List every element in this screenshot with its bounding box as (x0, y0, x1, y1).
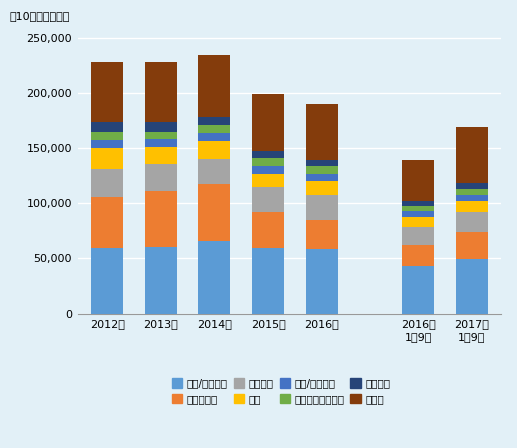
Bar (306, 104, 338, 159)
Bar (456, 189, 488, 195)
Bar (456, 127, 488, 183)
Bar (252, 94, 284, 151)
Bar (145, 122, 177, 132)
Bar (91, 169, 123, 197)
Bar (252, 212, 284, 248)
Bar (199, 125, 231, 133)
Bar (252, 151, 284, 158)
Bar (91, 132, 123, 140)
Bar (91, 148, 123, 169)
Bar (199, 141, 231, 159)
Bar (145, 132, 177, 139)
Bar (306, 195, 338, 220)
Bar (145, 247, 177, 314)
Bar (199, 184, 231, 241)
Bar (91, 197, 123, 248)
Bar (91, 63, 123, 122)
Bar (252, 166, 284, 173)
Bar (306, 249, 338, 314)
Bar (145, 62, 177, 122)
Bar (199, 133, 231, 141)
Bar (199, 159, 231, 184)
Bar (91, 122, 123, 132)
Bar (402, 206, 434, 211)
Bar (402, 227, 434, 245)
Bar (402, 201, 434, 206)
Bar (402, 266, 434, 314)
Bar (456, 259, 488, 314)
Bar (456, 232, 488, 259)
Bar (252, 173, 284, 187)
Bar (306, 166, 338, 174)
Text: （10００万ドル）: （10００万ドル） (10, 11, 70, 21)
Bar (456, 183, 488, 189)
Bar (456, 195, 488, 201)
Bar (456, 201, 488, 212)
Bar (252, 158, 284, 166)
Bar (402, 245, 434, 266)
Bar (145, 164, 177, 191)
Bar (252, 187, 284, 212)
Bar (145, 146, 177, 164)
Bar (91, 140, 123, 148)
Bar (306, 181, 338, 195)
Bar (91, 248, 123, 314)
Bar (306, 174, 338, 181)
Bar (402, 211, 434, 217)
Bar (402, 160, 434, 201)
Bar (252, 248, 284, 314)
Bar (145, 191, 177, 247)
Bar (145, 139, 177, 146)
Bar (199, 117, 231, 125)
Bar (199, 56, 231, 117)
Bar (306, 220, 338, 249)
Bar (456, 212, 488, 232)
Bar (402, 217, 434, 227)
Bar (199, 241, 231, 314)
Legend: 電気/電子機器, 銃物性燃料, 一般機械, 油脂, 測定/医療機器, プラスチック製品, ゴム製品, その他: 電気/電子機器, 銃物性燃料, 一般機械, 油脂, 測定/医療機器, プラスチッ… (170, 376, 392, 406)
Bar (306, 159, 338, 166)
